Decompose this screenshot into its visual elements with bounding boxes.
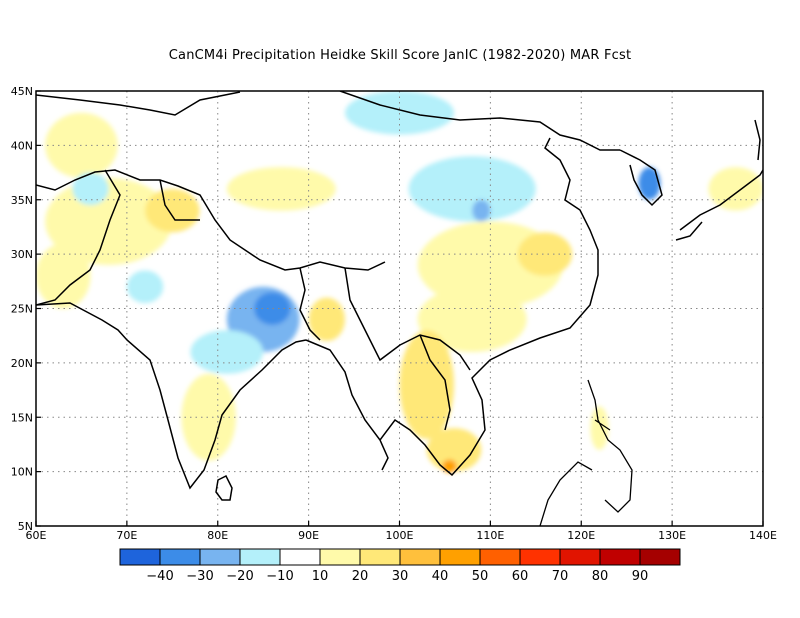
korea-coast: [619, 149, 663, 207]
colorbar-swatch: [559, 548, 601, 566]
coastline-burma-indochina: [305, 137, 599, 477]
coastline-india: [36, 302, 307, 490]
region-east-india-core-negative: [254, 292, 291, 325]
lat-tick-label: 30N: [11, 248, 33, 261]
borneo-coast: [539, 461, 593, 526]
colorbar-swatch: [239, 548, 281, 566]
region-west-negative: [72, 172, 109, 206]
colorbar-swatch: [159, 548, 201, 566]
colorbar-label: 10: [312, 569, 329, 584]
lat-tick-label: 40N: [11, 139, 33, 152]
region-korea-negative: [638, 167, 661, 200]
region-philippines-positive: [590, 406, 609, 450]
colorbar-swatch: [519, 548, 561, 566]
lon-tick-label: 100E: [386, 529, 414, 542]
lat-tick-label: 15N: [11, 411, 33, 424]
lon-tick-label: 110E: [476, 529, 504, 542]
colorbar-label: 30: [392, 569, 409, 584]
chart-title: CanCM4i Precipitation Heidke Skill Score…: [168, 48, 632, 63]
region-east-china-positive: [517, 232, 573, 276]
lat-tick-label: 10N: [11, 466, 33, 479]
region-mekong-delta-positive: [442, 459, 457, 473]
colorbar-label: 90: [632, 569, 649, 584]
lon-tick-label: 60E: [26, 529, 47, 542]
colorbar-label: 20: [352, 569, 369, 584]
lon-tick-label: 140E: [749, 529, 777, 542]
colorbar-swatch: [479, 548, 521, 566]
colorbar-swatch: [639, 548, 681, 566]
japan-coast: [675, 119, 763, 241]
region-arabian-sea-negative: [126, 270, 164, 304]
colorbar-swatch: [439, 548, 481, 566]
lat-tick-label: 25N: [11, 303, 33, 316]
colorbar-swatch: [399, 548, 441, 566]
lat-tick-label: 20N: [11, 357, 33, 370]
region-north-china-core-negative: [472, 199, 491, 222]
colorbar-label: 70: [552, 569, 569, 584]
colorbar-swatch: [359, 548, 401, 566]
region-japan-positive: [708, 167, 763, 211]
lon-tick-label: 120E: [567, 529, 595, 542]
lon-tick-label: 70E: [116, 529, 137, 542]
gridlines: [36, 91, 763, 526]
colorbar-label: −10: [266, 569, 293, 584]
region-central-india-negative: [190, 330, 264, 374]
lon-tick-label: 80E: [207, 529, 228, 542]
axis-ticks: 60E 70E 80E 90E 100E 110E 120E 130E 140E 5N 10N 15N…: [11, 85, 777, 542]
sri-lanka: [215, 474, 233, 501]
country-borders: [36, 91, 620, 431]
lat-tick-label: 45N: [11, 85, 33, 98]
coastlines-and-borders: [36, 91, 763, 526]
colorbar-label: −20: [226, 569, 253, 584]
region-iran-positive: [36, 243, 91, 309]
region-kashmir-positive: [145, 188, 200, 233]
colorbar: −40 −30 −20 −10 10 20 30 40 50 60 70 80 90: [119, 548, 681, 584]
colorbar-label: −40: [146, 569, 173, 584]
region-north-china-negative: [408, 156, 536, 222]
region-india-south-positive: [181, 373, 236, 461]
region-mekong-positive: [426, 428, 482, 472]
colorbar-swatch: [279, 548, 321, 566]
colorbar-label: 60: [512, 569, 529, 584]
colorbar-swatch: [599, 548, 641, 566]
lon-tick-label: 130E: [658, 529, 686, 542]
region-south-china-positive: [417, 286, 527, 352]
lon-tick-label: 90E: [298, 529, 319, 542]
region-tibet-positive: [226, 167, 336, 211]
colorbar-label: 50: [472, 569, 489, 584]
region-indochina-positive: [399, 330, 455, 439]
colorbar-label: 40: [432, 569, 449, 584]
lat-tick-label: 35N: [11, 194, 33, 207]
lat-tick-label: 5N: [18, 520, 33, 533]
colorbar-label: 80: [592, 569, 609, 584]
colorbar-swatch: [319, 548, 361, 566]
skill-score-shading: [36, 91, 763, 473]
colorbar-swatch: [199, 548, 241, 566]
colorbar-label: −30: [186, 569, 213, 584]
philippines-coast: [587, 379, 633, 513]
colorbar-swatch: [119, 548, 161, 566]
